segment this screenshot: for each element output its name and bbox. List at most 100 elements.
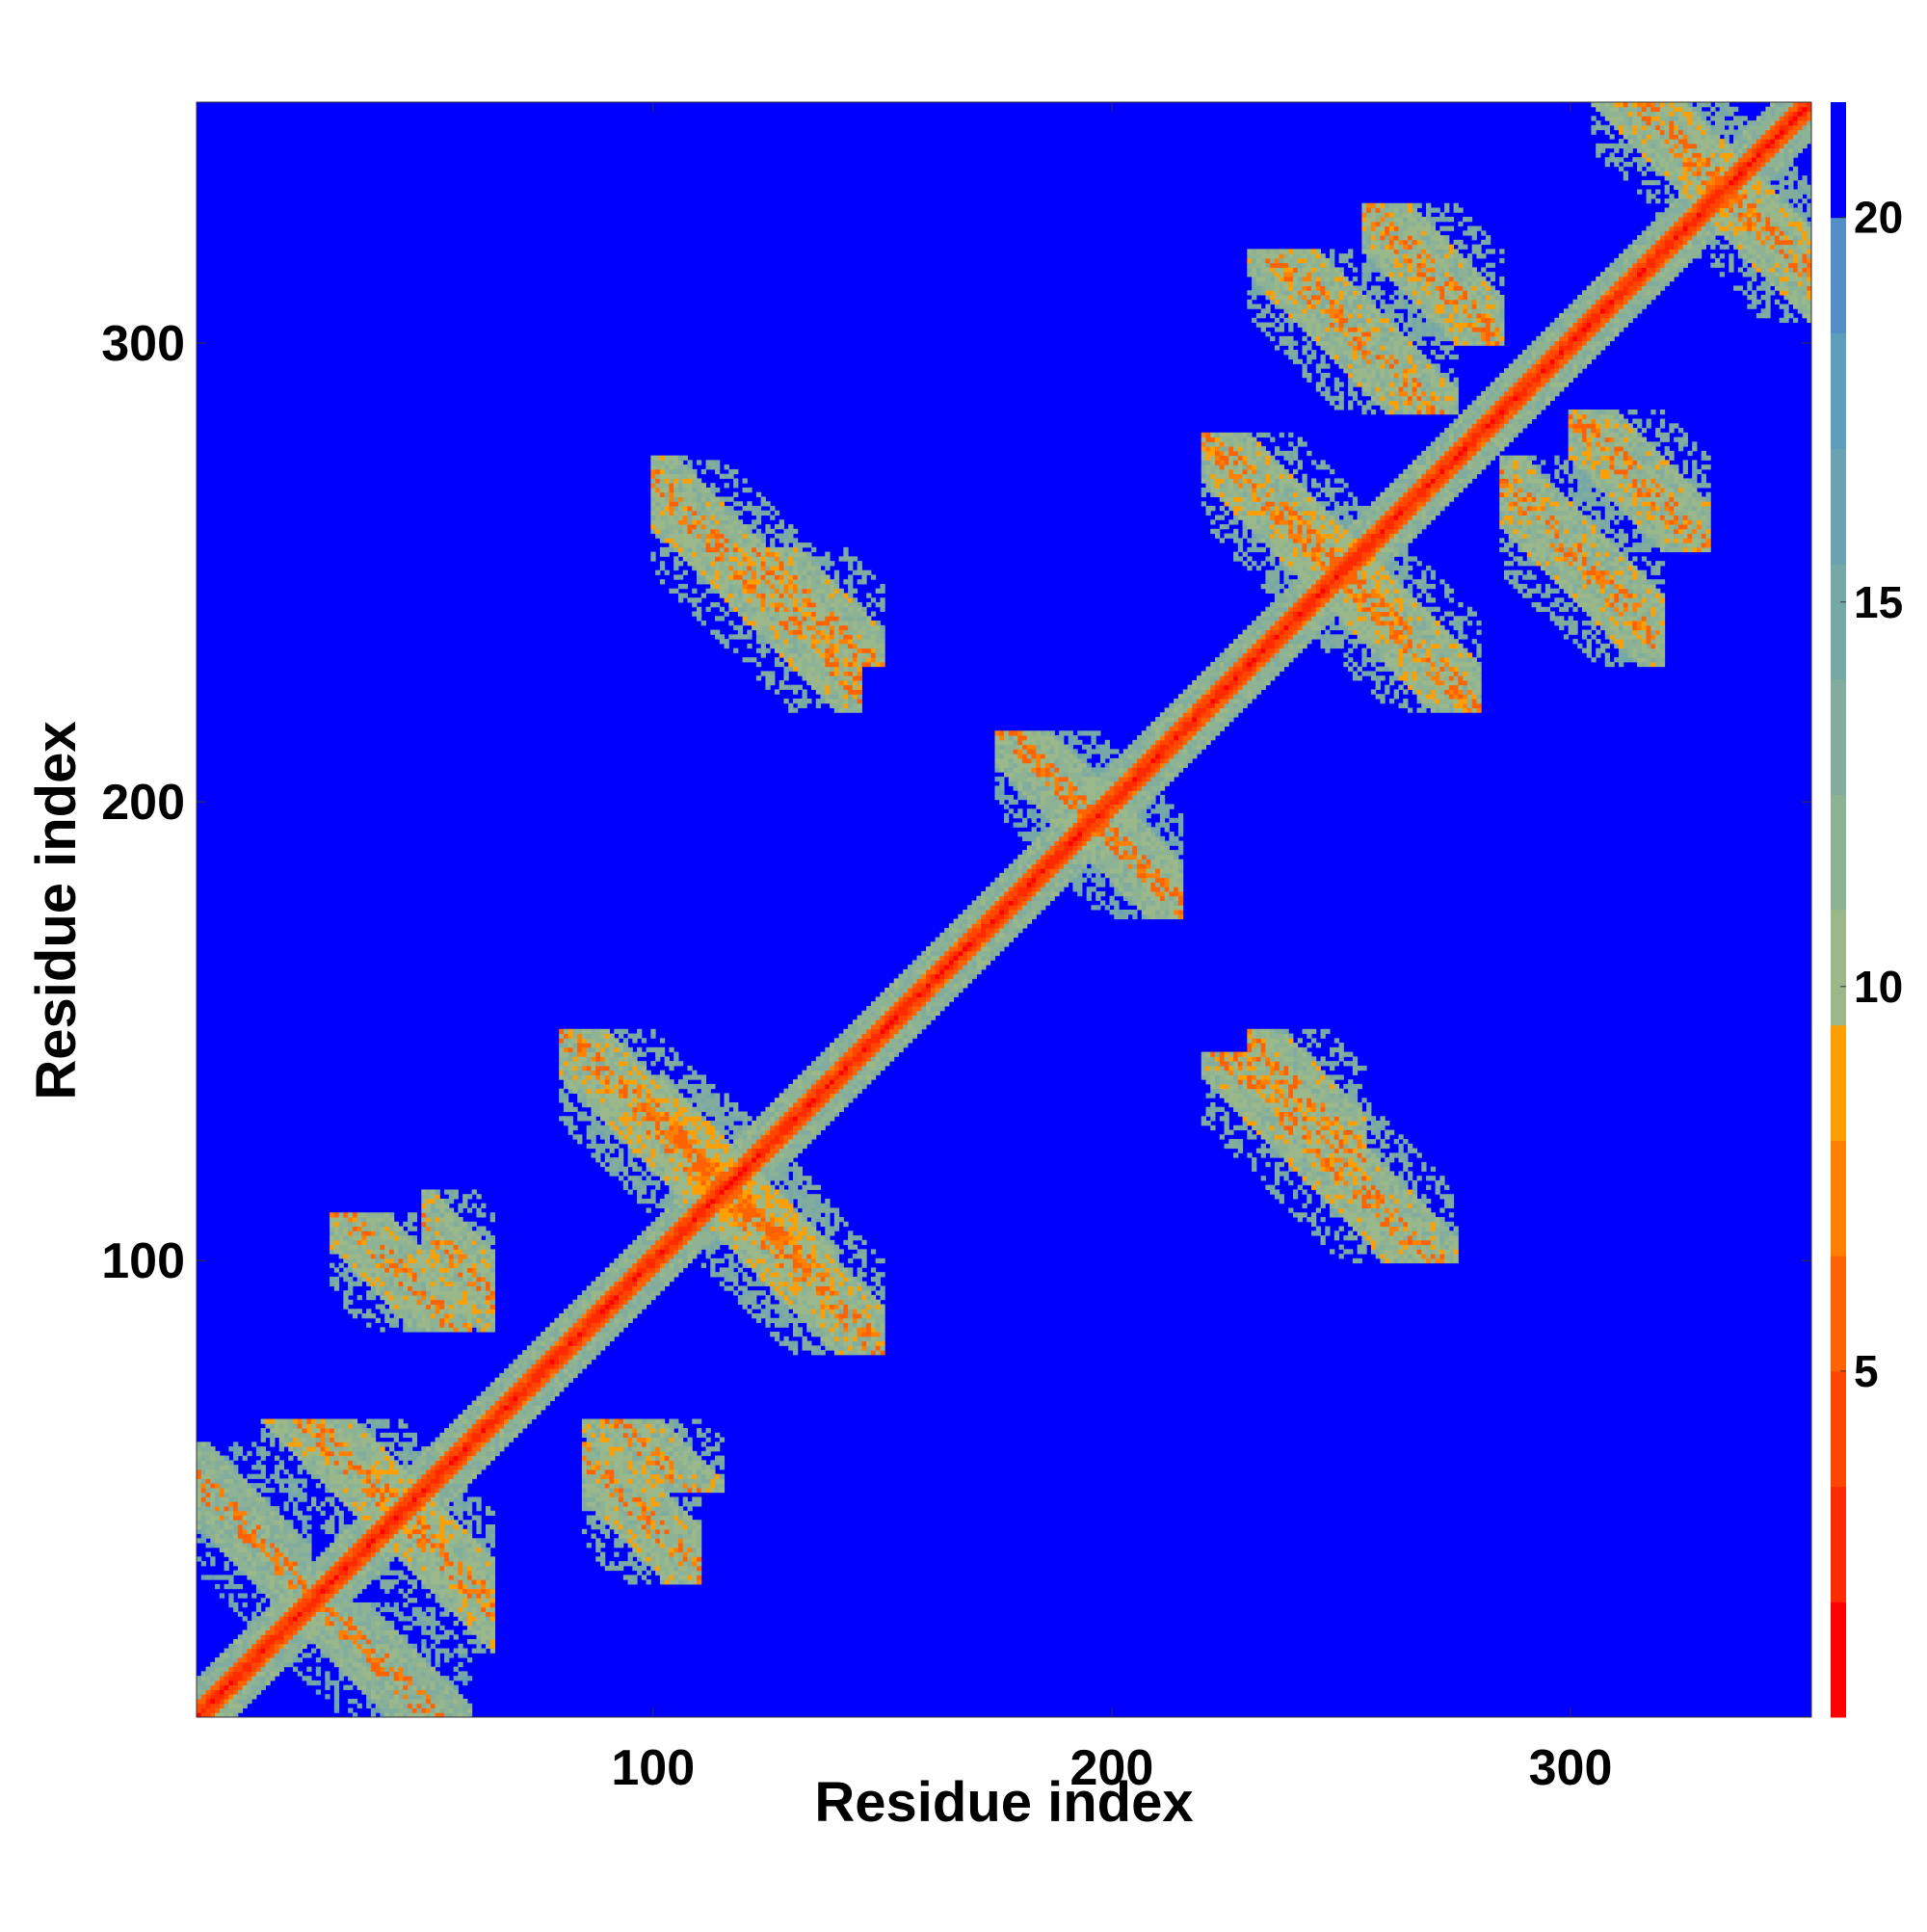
heatmap-cell [228,1649,233,1654]
heatmap-cell [293,1438,298,1442]
heatmap-cell [298,1543,303,1548]
heatmap-cell [293,1446,298,1451]
heatmap-cell [261,1451,266,1456]
heatmap-cell [228,1538,233,1543]
heatmap-cell [270,1442,275,1446]
heatmap-cell [261,1543,266,1548]
heatmap-cell [256,1681,261,1685]
heatmap-cell [233,1543,238,1548]
heatmap-cell [201,1699,206,1704]
heatmap-cell [275,1639,279,1644]
heatmap-cell [270,1611,275,1616]
heatmap-cell [256,1534,261,1539]
heatmap-cell [270,1607,275,1612]
heatmap-cell [261,1579,266,1584]
heatmap-cell [210,1667,215,1672]
heatmap-cell [233,1446,238,1451]
heatmap-cell [224,1704,229,1708]
heatmap-cell [279,1534,284,1539]
heatmap-cell [311,1460,316,1465]
heatmap-cell [251,1534,256,1539]
heatmap-cell [275,1469,279,1474]
heatmap-cell [228,1446,233,1451]
heatmap-cell [201,1538,206,1543]
heatmap-cell [238,1571,243,1575]
heatmap-cell [233,1639,238,1644]
heatmap-cell [220,1704,224,1708]
heatmap-cell [233,1584,238,1589]
heatmap-cell [247,1483,251,1488]
heatmap-cell [251,1566,256,1571]
heatmap-cell [288,1579,293,1584]
heatmap-cell [228,1602,233,1607]
heatmap-cell [283,1630,288,1635]
heatmap-cell [311,1649,316,1654]
heatmap-cell [215,1478,220,1483]
heatmap-cell [279,1488,284,1493]
heatmap-cell [210,1699,215,1704]
heatmap-cell [201,1676,206,1681]
heatmap-cell [210,1524,215,1529]
heatmap-cell [215,1671,220,1676]
heatmap-cell [247,1506,251,1511]
heatmap-cell [243,1511,248,1516]
heatmap-cell [247,1634,251,1639]
heatmap-cell [247,1496,251,1501]
heatmap-cell [265,1630,270,1635]
heatmap-cell [261,1649,266,1654]
heatmap-cell [197,1493,201,1497]
heatmap-cell [261,1676,266,1681]
heatmap-cell [197,1451,201,1456]
heatmap-cell [261,1662,266,1667]
heatmap-cell [283,1520,288,1524]
heatmap-cell [247,1571,251,1575]
heatmap-cell [243,1520,248,1524]
heatmap-cell [201,1516,206,1521]
heatmap-cell [210,1506,215,1511]
heatmap-cell [224,1511,229,1516]
heatmap-cell [243,1671,248,1676]
heatmap-cell [197,1694,201,1699]
heatmap-cell [306,1534,311,1539]
heatmap-cell [228,1493,233,1497]
heatmap-cell [303,1438,307,1442]
heatmap-cell [279,1442,284,1446]
heatmap-cell [256,1653,261,1657]
heatmap-cell [215,1662,220,1667]
heatmap-cell [303,1566,307,1571]
heatmap-cell [197,1538,201,1543]
heatmap-cell [283,1423,288,1428]
heatmap-cell [197,1516,201,1521]
heatmap-cell [298,1478,303,1483]
heatmap-cell [306,1621,311,1626]
heatmap-cell [210,1681,215,1685]
heatmap-cell [233,1442,238,1446]
heatmap-cell [224,1689,229,1694]
heatmap-cell [306,1469,311,1474]
heatmap-cell [270,1548,275,1552]
heatmap-cell [201,1442,206,1446]
heatmap-cell [270,1552,275,1557]
heatmap-cell [275,1653,279,1657]
heatmap-cell [224,1538,229,1543]
heatmap-cell [261,1438,266,1442]
heatmap-cell [270,1571,275,1575]
heatmap-cell [224,1566,229,1571]
heatmap-cell [288,1438,293,1442]
heatmap-cell [298,1584,303,1589]
heatmap-cell [215,1538,220,1543]
heatmap-cell [288,1524,293,1529]
heatmap-cell [283,1543,288,1548]
heatmap-cell [261,1465,266,1469]
heatmap-cell [256,1493,261,1497]
heatmap-cell [261,1584,266,1589]
heatmap-cell [311,1626,316,1630]
heatmap-cell [215,1584,220,1589]
heatmap-cell [201,1465,206,1469]
heatmap-cell [233,1644,238,1649]
heatmap-cell [303,1548,307,1552]
heatmap-cell [224,1493,229,1497]
heatmap-cell [298,1607,303,1612]
heatmap-cell [238,1681,243,1685]
heatmap-cell [243,1657,248,1662]
